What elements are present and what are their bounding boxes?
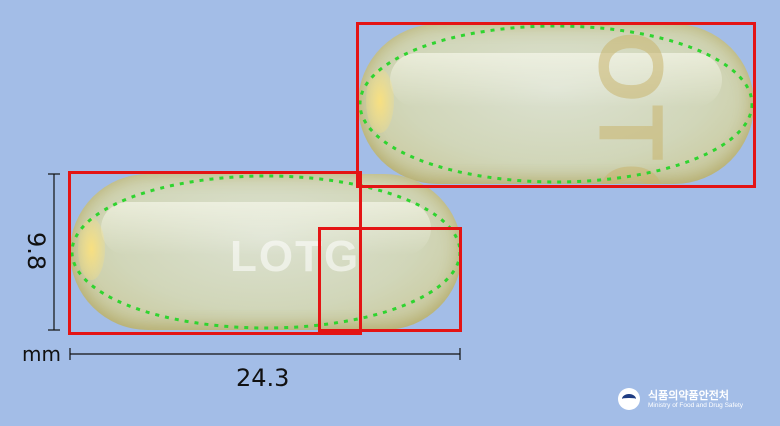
height-label: 9.8 bbox=[22, 232, 50, 271]
capsule-bottom: LOTG bbox=[70, 174, 462, 330]
width-label: 24.3 bbox=[236, 364, 290, 392]
contour-top bbox=[358, 24, 754, 184]
height-dimension-line bbox=[48, 173, 60, 331]
logo-english-text: Ministry of Food and Drug Safety bbox=[648, 402, 744, 409]
detection-box-top bbox=[356, 22, 756, 188]
detection-box-bottom bbox=[68, 171, 362, 335]
capsule-top: LOTG bbox=[358, 24, 754, 184]
mfds-logo: 식품의약품안전처 Ministry of Food and Drug Safet… bbox=[618, 386, 768, 416]
width-dimension-line bbox=[69, 348, 461, 360]
detection-box-imprint bbox=[318, 227, 462, 332]
capsule-bottom-imprint: LOTG bbox=[230, 232, 361, 281]
logo-korean-text: 식품의약품안전처 bbox=[648, 390, 729, 402]
government-emblem-icon bbox=[618, 388, 640, 410]
unit-label: mm bbox=[22, 342, 61, 366]
